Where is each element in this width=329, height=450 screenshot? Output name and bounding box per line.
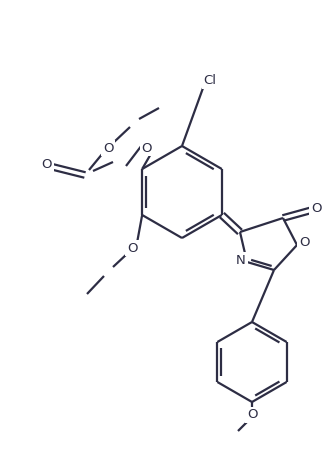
Text: O: O xyxy=(142,141,152,154)
Text: O: O xyxy=(42,158,52,171)
Text: O: O xyxy=(299,235,309,248)
Text: O: O xyxy=(311,202,321,215)
Text: N: N xyxy=(236,253,246,266)
Text: O: O xyxy=(247,409,257,422)
Text: O: O xyxy=(127,242,137,255)
Text: Cl: Cl xyxy=(204,75,216,87)
Text: O: O xyxy=(103,141,113,154)
